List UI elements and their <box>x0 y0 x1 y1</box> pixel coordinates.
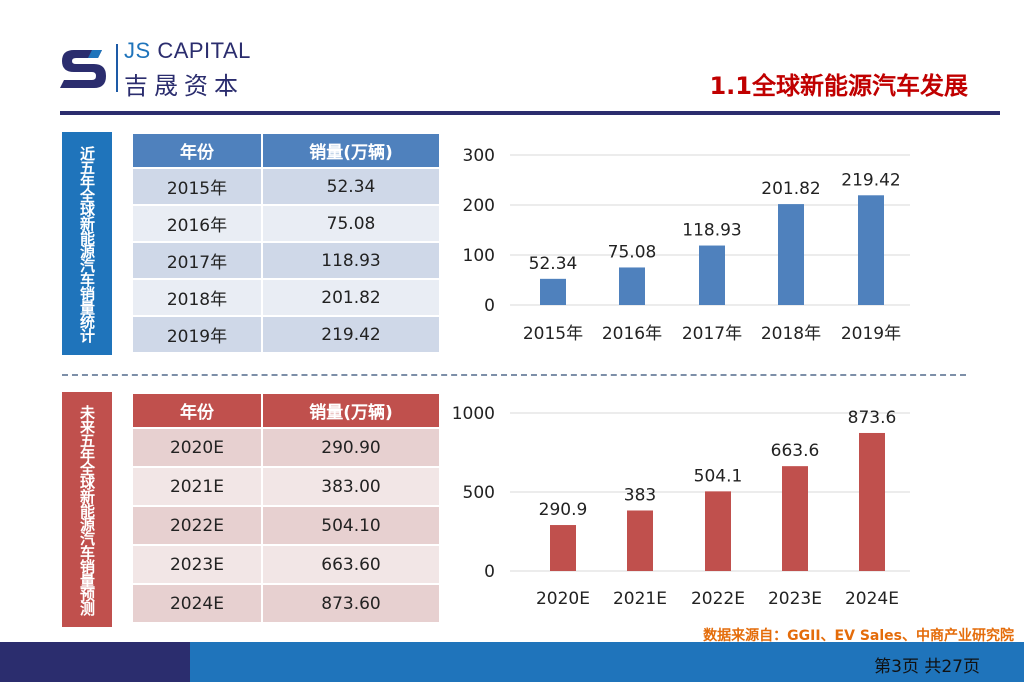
logo: JS CAPITAL 吉晟资本 <box>58 38 278 100</box>
cell-year: 2019年 <box>131 315 263 354</box>
data-label: 201.82 <box>761 179 820 199</box>
bar <box>859 432 885 571</box>
header-divider <box>60 111 1000 115</box>
cell-year: 2018年 <box>131 278 263 317</box>
page-number: 第3页 共27页 <box>874 657 980 677</box>
data-label: 290.9 <box>539 500 588 520</box>
data-label: 383 <box>624 485 656 505</box>
cell-year: 2023E <box>131 544 263 585</box>
chart-forecast: 0 500 1000 290.9 2020E 383 2021E 504.1 2022E 663.… <box>452 404 910 609</box>
x-tick-label: 2015年 <box>523 324 583 344</box>
cell-year: 2024E <box>131 583 263 624</box>
cell-year: 2017年 <box>131 241 263 280</box>
logo-text-en: JS CAPITAL <box>124 38 251 64</box>
chart-history: 0 100 200 300 52.34 2015年 75.08 2016年 118.93 2017… <box>463 146 910 344</box>
sales-table-history: 年份 销量(万辆) 2015年 52.34 2016年 75.08 2017年 118.93 2… <box>131 132 441 354</box>
x-tick-label: 2017年 <box>682 324 742 344</box>
x-tick-label: 2021E <box>613 589 667 609</box>
y-tick-label: 500 <box>463 483 495 503</box>
x-tick-label: 2023E <box>768 589 822 609</box>
cell-sales: 118.93 <box>261 241 441 280</box>
cell-year: 2016年 <box>131 204 263 243</box>
cell-year: 2020E <box>131 427 263 468</box>
footer-bar <box>190 642 1024 682</box>
data-source: 数据来源自：GGII、EV Sales、中商产业研究院 <box>703 628 1014 644</box>
data-label: 75.08 <box>608 242 657 262</box>
logo-js: JS <box>124 38 151 63</box>
table-row: 2015年 52.34 <box>131 167 441 206</box>
x-tick-label: 2019年 <box>841 324 901 344</box>
data-label: 504.1 <box>694 466 743 486</box>
bar <box>699 245 725 305</box>
logo-capital: CAPITAL <box>157 38 251 63</box>
x-tick-label: 2022E <box>691 589 745 609</box>
table-row: 2021E 383.00 <box>131 466 441 507</box>
col-header-sales: 销量(万辆) <box>261 132 441 169</box>
col-header-sales: 销量(万辆) <box>261 392 441 429</box>
footer-bar-left <box>0 642 190 682</box>
bar <box>705 491 731 571</box>
y-tick-label: 0 <box>484 562 495 582</box>
data-label: 52.34 <box>529 254 578 274</box>
bar <box>778 204 804 305</box>
bar <box>858 195 884 305</box>
x-tick-label: 2016年 <box>602 324 662 344</box>
y-tick-label: 200 <box>463 196 495 216</box>
y-tick-label: 1000 <box>452 404 495 424</box>
cell-sales: 52.34 <box>261 167 441 206</box>
y-tick-label: 0 <box>484 296 495 316</box>
section-divider <box>62 374 966 376</box>
table-row: 2024E 873.60 <box>131 583 441 624</box>
cell-year: 2021E <box>131 466 263 507</box>
section1-label: 近五年全球新能源汽车销量统计 <box>62 132 112 355</box>
sales-table-forecast: 年份 销量(万辆) 2020E 290.90 2021E 383.00 2022E 504.1… <box>131 392 441 624</box>
bar <box>782 466 808 571</box>
cell-sales: 383.00 <box>261 466 441 507</box>
bar <box>619 267 645 305</box>
cell-sales: 873.60 <box>261 583 441 624</box>
x-tick-label: 2018年 <box>761 324 821 344</box>
bar <box>540 278 566 305</box>
data-label: 219.42 <box>841 170 900 190</box>
logo-divider <box>116 44 118 92</box>
section2-label: 未来五年全球新能源汽车销量预测 <box>62 392 112 627</box>
table-row: 2022E 504.10 <box>131 505 441 546</box>
cell-sales: 504.10 <box>261 505 441 546</box>
table-row: 2018年 201.82 <box>131 278 441 317</box>
y-tick-label: 300 <box>463 146 495 166</box>
cell-year: 2015年 <box>131 167 263 206</box>
cell-year: 2022E <box>131 505 263 546</box>
table-row: 2023E 663.60 <box>131 544 441 585</box>
x-tick-label: 2024E <box>845 589 899 609</box>
col-header-year: 年份 <box>131 392 263 429</box>
page-title: 1.1全球新能源汽车发展 <box>709 72 968 100</box>
cell-sales: 219.42 <box>261 315 441 354</box>
logo-text-cn: 吉晟资本 <box>124 72 244 100</box>
y-tick-label: 100 <box>463 246 495 266</box>
cell-sales: 663.60 <box>261 544 441 585</box>
x-tick-label: 2020E <box>536 589 590 609</box>
table-row: 2016年 75.08 <box>131 204 441 243</box>
data-label: 118.93 <box>682 221 741 241</box>
bar <box>550 525 576 571</box>
col-header-year: 年份 <box>131 132 263 169</box>
bar <box>627 510 653 571</box>
table-row: 2019年 219.42 <box>131 315 441 354</box>
cell-sales: 75.08 <box>261 204 441 243</box>
table-row: 2017年 118.93 <box>131 241 441 280</box>
data-label: 663.6 <box>771 441 820 461</box>
logo-s-icon <box>60 50 106 88</box>
table-row: 2020E 290.90 <box>131 427 441 468</box>
data-label: 873.6 <box>848 408 897 428</box>
cell-sales: 290.90 <box>261 427 441 468</box>
cell-sales: 201.82 <box>261 278 441 317</box>
